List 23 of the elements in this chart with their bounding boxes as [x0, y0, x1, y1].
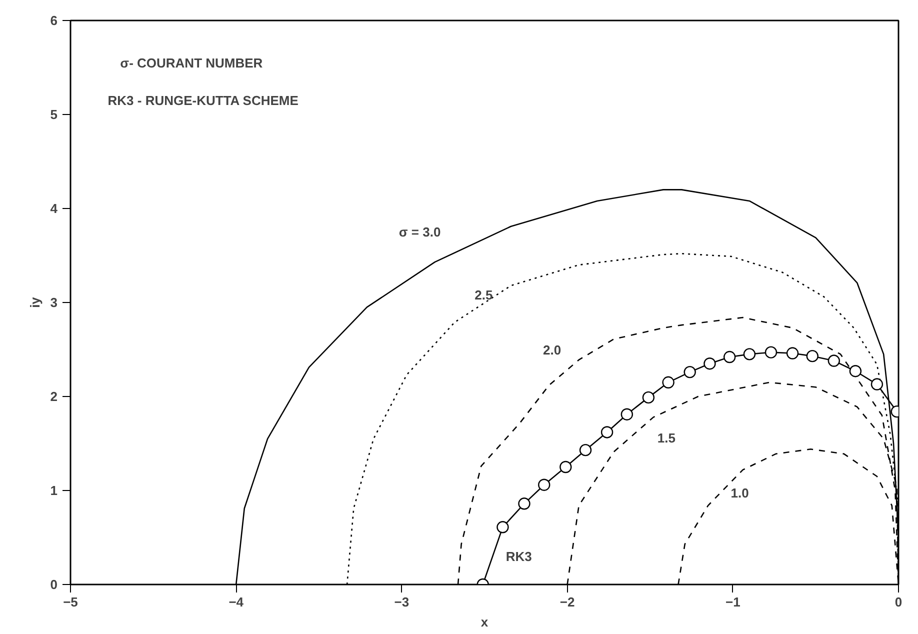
y-tick-label: 0	[50, 577, 58, 592]
x-axis-title: x	[480, 614, 489, 630]
x-tick-label: −2	[560, 594, 575, 610]
series-label: 1.0	[730, 485, 749, 500]
x-tick-label: −3	[394, 594, 410, 610]
x-tick-label: −5	[63, 594, 78, 610]
series-label: 1.5	[657, 430, 676, 446]
y-tick-label: 2	[50, 389, 58, 404]
y-tick-label: 1	[50, 483, 58, 498]
series-label: 2.5	[474, 288, 493, 303]
y-tick-label: 5	[50, 107, 58, 122]
annotation: σ- COURANT NUMBER	[120, 55, 264, 70]
series-label: 2.0	[543, 342, 562, 358]
y-tick-label: 6	[50, 13, 58, 28]
y-tick-label: 3	[50, 295, 58, 310]
x-tick-label: 0	[894, 594, 902, 610]
x-tick-label: −1	[725, 594, 740, 610]
annotation: RK3 - RUNGE-KUTTA SCHEME	[108, 92, 299, 108]
y-axis-title: iy	[27, 296, 42, 308]
series-label: RK3	[506, 549, 532, 564]
y-tick-label: 4	[50, 201, 58, 216]
series-label: σ = 3.0	[398, 224, 441, 240]
x-tick-label: −4	[228, 594, 244, 610]
